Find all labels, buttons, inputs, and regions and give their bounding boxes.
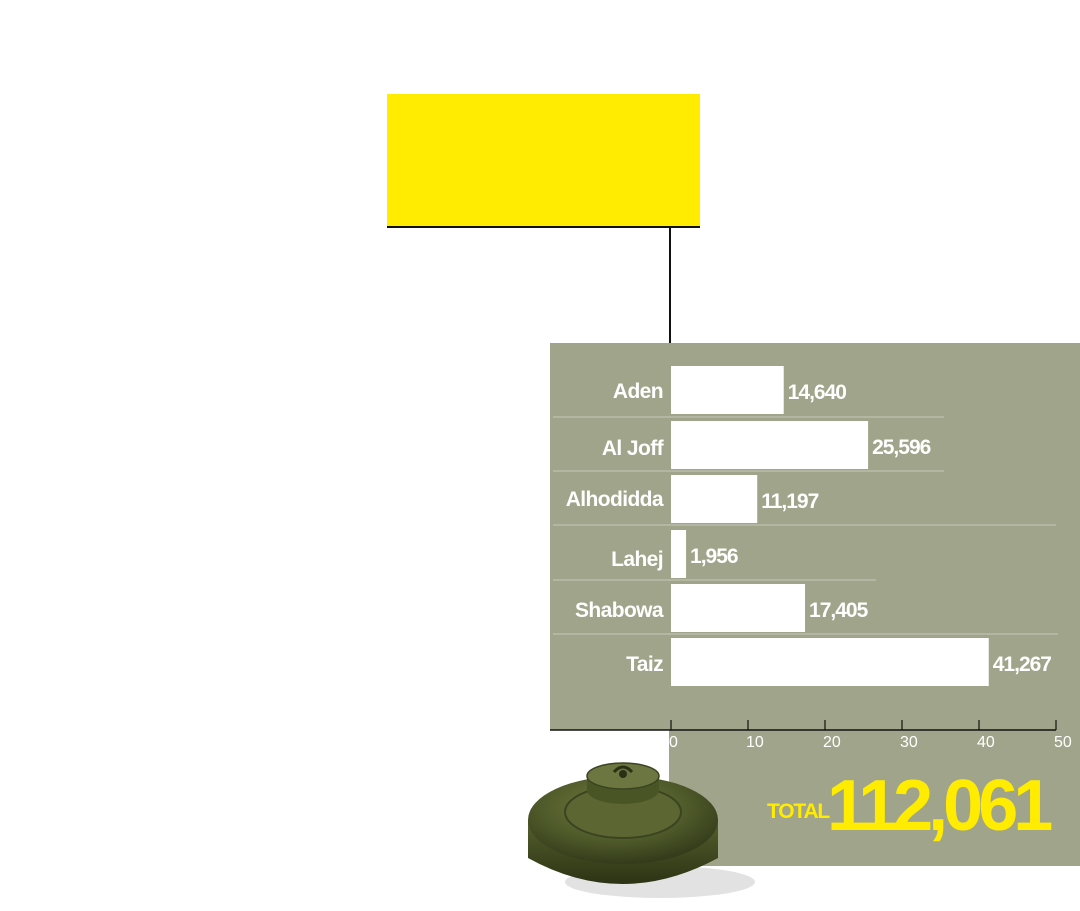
total-label: TOTAL	[767, 800, 830, 823]
category-label: Lahej	[611, 548, 663, 571]
x-tick-label: 40	[977, 734, 995, 751]
value-label: 17,405	[809, 599, 869, 622]
bar	[671, 584, 806, 632]
category-label: Shabowa	[575, 599, 664, 622]
x-tick-label: 20	[823, 734, 841, 751]
category-label: Aden	[613, 380, 663, 403]
value-label: 41,267	[993, 653, 1052, 676]
x-tick-label: 50	[1054, 734, 1072, 751]
value-label: 25,596	[872, 436, 931, 459]
category-label: Al Joff	[602, 437, 665, 460]
bar	[671, 366, 784, 414]
category-label: Taiz	[626, 653, 663, 676]
x-tick-label: 30	[900, 734, 918, 751]
value-label: 14,640	[788, 381, 847, 404]
bar	[671, 530, 687, 578]
x-tick-label: 10	[746, 734, 764, 751]
bar	[671, 421, 869, 469]
bar	[671, 475, 758, 523]
total-panel	[669, 730, 1080, 866]
yellow-header-box	[387, 94, 700, 228]
x-tick-label: 0	[669, 734, 678, 751]
total-value: 112,061	[827, 766, 1053, 846]
value-label: 1,956	[690, 545, 738, 568]
value-label: 11,197	[761, 490, 818, 513]
category-label: Alhodidda	[566, 488, 664, 511]
landmine-icon	[528, 762, 755, 898]
bar	[671, 638, 989, 686]
